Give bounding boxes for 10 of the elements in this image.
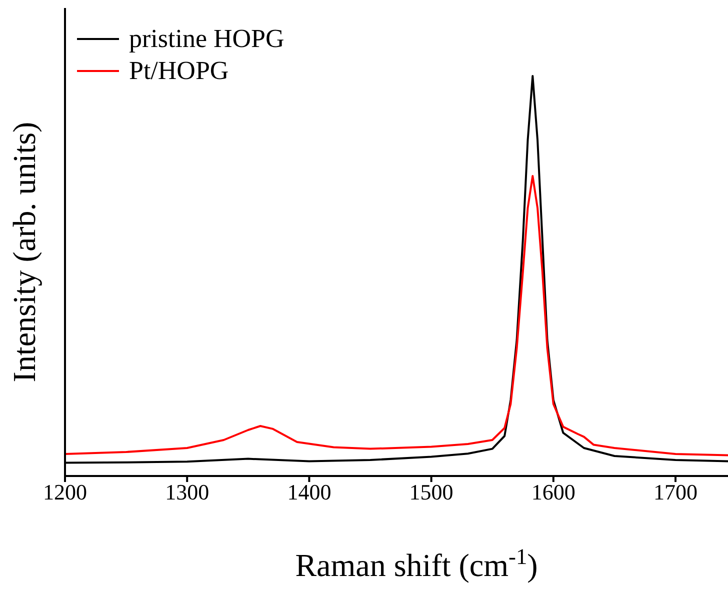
x-tick-label: 1600 bbox=[531, 480, 576, 505]
legend-label: pristine HOPG bbox=[129, 24, 284, 54]
x-tick-label: 1300 bbox=[165, 480, 210, 505]
legend-label: Pt/HOPG bbox=[129, 56, 229, 86]
x-tick-label: 1700 bbox=[653, 480, 698, 505]
x-axis-title: Raman shift (cm$^{-1}$) bbox=[295, 544, 538, 583]
x-tick-label: 1500 bbox=[409, 480, 454, 505]
y-axis-title: Intensity (arb. units) bbox=[6, 122, 42, 382]
x-tick-label: 1400 bbox=[287, 480, 332, 505]
x-tick-label: 1200 bbox=[43, 480, 87, 505]
